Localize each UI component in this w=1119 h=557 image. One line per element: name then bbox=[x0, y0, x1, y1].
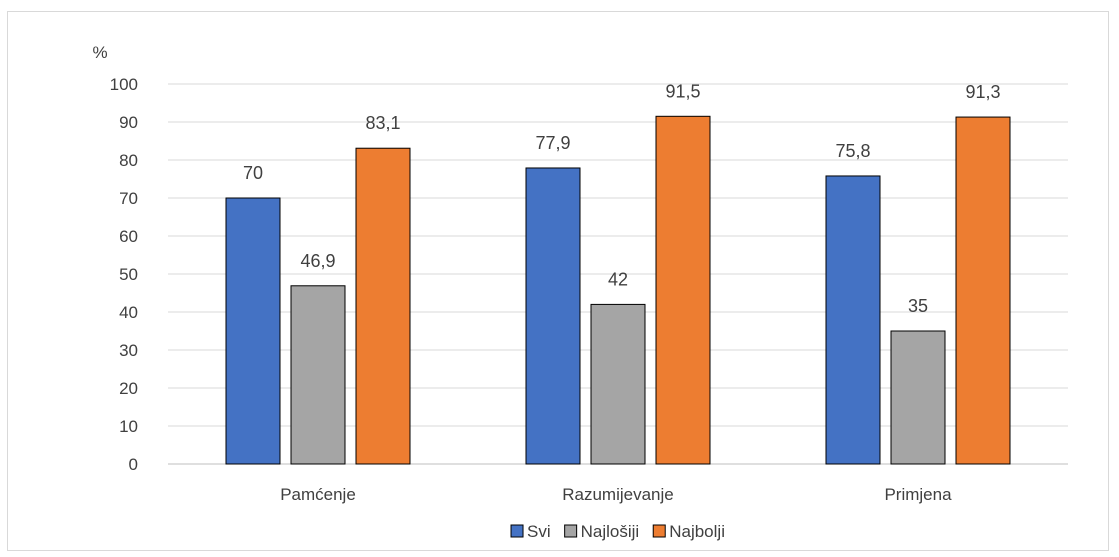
y-tick-label: 40 bbox=[119, 303, 138, 322]
y-tick-label: 60 bbox=[119, 227, 138, 246]
category-label: Primjena bbox=[884, 485, 952, 504]
y-tick-label: 20 bbox=[119, 379, 138, 398]
y-tick-label: 30 bbox=[119, 341, 138, 360]
y-tick-label: 10 bbox=[119, 417, 138, 436]
bar bbox=[890, 330, 946, 465]
y-tick-label: 100 bbox=[110, 75, 138, 94]
bar bbox=[825, 175, 881, 465]
bar bbox=[655, 115, 711, 465]
y-unit-label: % bbox=[92, 43, 107, 62]
bar bbox=[290, 285, 346, 465]
x-axis-categories: Pamćenje Razumijevanje Primjena bbox=[280, 485, 952, 504]
y-tick-label: 50 bbox=[119, 265, 138, 284]
legend-swatch bbox=[510, 524, 524, 538]
bar bbox=[590, 303, 646, 465]
data-labels: 70 46,9 83,1 77,9 42 91,5 75,8 35 91,3 bbox=[243, 81, 1001, 316]
data-label: 75,8 bbox=[835, 141, 870, 161]
data-label: 83,1 bbox=[365, 113, 400, 133]
data-label: 91,3 bbox=[965, 82, 1000, 102]
y-tick-label: 90 bbox=[119, 113, 138, 132]
legend-label: Najlošiji bbox=[581, 522, 640, 541]
data-label: 42 bbox=[608, 269, 628, 289]
data-label: 70 bbox=[243, 163, 263, 183]
bar bbox=[225, 197, 281, 465]
bars bbox=[225, 115, 1011, 465]
category-label: Razumijevanje bbox=[562, 485, 674, 504]
bar bbox=[955, 116, 1011, 465]
y-axis-ticks: 0 10 20 30 40 50 60 70 80 90 100 bbox=[110, 75, 138, 474]
legend-swatch bbox=[652, 524, 666, 538]
legend: Svi Najlošiji Najbolji bbox=[510, 522, 725, 541]
legend-label: Svi bbox=[527, 522, 551, 541]
bar bbox=[525, 167, 581, 465]
y-tick-label: 70 bbox=[119, 189, 138, 208]
data-label: 46,9 bbox=[300, 251, 335, 271]
y-tick-label: 0 bbox=[129, 455, 138, 474]
data-label: 77,9 bbox=[535, 133, 570, 153]
category-label: Pamćenje bbox=[280, 485, 356, 504]
data-label: 35 bbox=[908, 296, 928, 316]
legend-swatch bbox=[564, 524, 578, 538]
y-tick-label: 80 bbox=[119, 151, 138, 170]
data-label: 91,5 bbox=[665, 81, 700, 101]
legend-label: Najbolji bbox=[669, 522, 725, 541]
bar bbox=[355, 147, 411, 465]
